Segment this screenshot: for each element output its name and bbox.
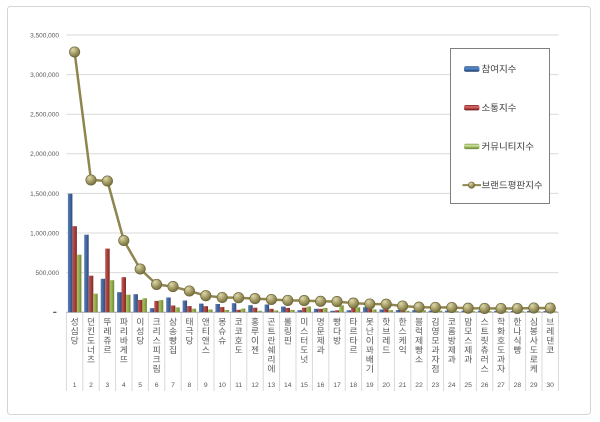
svg-text:20: 20 bbox=[382, 382, 390, 389]
svg-text:12: 12 bbox=[251, 382, 259, 389]
svg-text:22: 22 bbox=[415, 382, 423, 389]
svg-text:15: 15 bbox=[300, 382, 308, 389]
svg-text:2,500,000: 2,500,000 bbox=[30, 112, 59, 119]
svg-text:5: 5 bbox=[138, 382, 142, 389]
svg-text:6: 6 bbox=[155, 382, 159, 389]
svg-text:3,000,000: 3,000,000 bbox=[30, 72, 59, 79]
svg-text:25: 25 bbox=[464, 382, 472, 389]
svg-text:27: 27 bbox=[497, 382, 505, 389]
svg-text:16: 16 bbox=[317, 382, 325, 389]
svg-text:26: 26 bbox=[481, 382, 489, 389]
svg-text:3,500,000: 3,500,000 bbox=[30, 32, 59, 39]
svg-text:30: 30 bbox=[546, 382, 554, 389]
svg-text:18: 18 bbox=[350, 382, 358, 389]
svg-text:4: 4 bbox=[122, 382, 126, 389]
svg-text:17: 17 bbox=[333, 382, 341, 389]
svg-text:500,000: 500,000 bbox=[36, 270, 60, 277]
svg-text:14: 14 bbox=[284, 382, 292, 389]
svg-text:2: 2 bbox=[89, 382, 93, 389]
svg-text:21: 21 bbox=[399, 382, 407, 389]
svg-text:11: 11 bbox=[235, 382, 242, 389]
svg-text:24: 24 bbox=[448, 382, 456, 389]
svg-text:1,500,000: 1,500,000 bbox=[30, 191, 59, 198]
svg-text:23: 23 bbox=[432, 382, 440, 389]
svg-text:2,000,000: 2,000,000 bbox=[30, 151, 59, 158]
svg-text:29: 29 bbox=[530, 382, 538, 389]
svg-text:28: 28 bbox=[514, 382, 522, 389]
svg-text:1: 1 bbox=[73, 382, 77, 389]
svg-text:19: 19 bbox=[366, 382, 374, 389]
svg-text:3: 3 bbox=[106, 382, 110, 389]
svg-text:8: 8 bbox=[188, 382, 192, 389]
svg-text:13: 13 bbox=[268, 382, 276, 389]
svg-text:7: 7 bbox=[171, 382, 175, 389]
svg-text:9: 9 bbox=[204, 382, 208, 389]
svg-text:1,000,000: 1,000,000 bbox=[30, 230, 59, 237]
svg-text:10: 10 bbox=[218, 382, 226, 389]
